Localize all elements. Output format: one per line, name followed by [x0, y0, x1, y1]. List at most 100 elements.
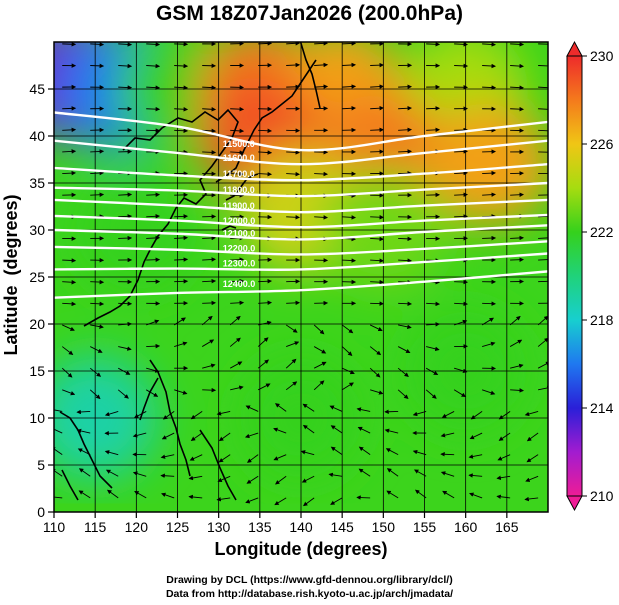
wind-arrow	[76, 428, 91, 434]
wind-arrow	[230, 278, 245, 284]
wind-arrow	[398, 301, 413, 307]
wind-arrow	[202, 150, 217, 155]
colorbar-tick-label: 226	[590, 136, 614, 152]
wind-arrow	[118, 301, 133, 306]
y-tick-label: 10	[29, 410, 45, 426]
wind-arrow	[538, 63, 548, 69]
x-axis-label: Longitude (degrees)	[214, 539, 387, 559]
wind-arrow	[188, 494, 203, 500]
wind-arrow	[370, 236, 385, 242]
wind-arrow	[385, 448, 399, 456]
wind-arrow	[286, 215, 301, 220]
wind-arrow	[303, 497, 315, 507]
x-tick-label: 155	[413, 519, 437, 535]
wind-arrow	[118, 214, 133, 219]
wind-arrow	[342, 62, 357, 68]
x-tick-label: 145	[330, 519, 354, 535]
wind-arrow	[384, 428, 399, 434]
wind-arrow	[496, 475, 511, 481]
wind-arrow	[90, 324, 104, 329]
wind-arrow	[330, 425, 343, 434]
wind-arrow	[146, 85, 161, 90]
wind-streamlines	[54, 42, 548, 507]
chart-title: GSM 18Z07Jan2026 (200.0hPa)	[155, 2, 463, 25]
y-tick-label: 40	[29, 128, 45, 144]
y-tick-label: 25	[29, 269, 45, 285]
wind-arrow	[397, 346, 411, 353]
wind-arrow	[62, 258, 77, 263]
wind-arrow	[258, 278, 273, 284]
wind-arrow	[397, 389, 409, 400]
wind-arrow	[90, 170, 105, 176]
y-tick-label: 30	[29, 222, 45, 238]
wind-arrow	[440, 471, 455, 477]
wind-arrow	[146, 192, 161, 197]
wind-arrow	[246, 475, 259, 484]
wind-arrow	[314, 42, 329, 46]
wind-arrow	[216, 497, 231, 502]
wind-arrow	[258, 42, 273, 46]
wind-arrow	[286, 42, 301, 46]
wind-arrow	[160, 454, 175, 459]
wind-arrow	[132, 471, 147, 477]
wind-arrow	[62, 301, 77, 307]
wind-arrow	[245, 405, 259, 412]
wind-arrow	[314, 62, 329, 68]
contour-label: 11500.0	[223, 139, 255, 149]
wind-arrow	[90, 279, 105, 285]
wind-arrow	[301, 475, 315, 483]
wind-arrow	[54, 446, 63, 456]
wind-arrow	[370, 62, 385, 68]
wind-arrow	[90, 63, 105, 69]
wind-arrow	[314, 215, 329, 220]
wind-arrow	[132, 432, 147, 438]
contour-line-3	[54, 181, 548, 198]
wind-arrow	[54, 468, 63, 477]
wind-arrow	[161, 492, 175, 499]
wind-arrow	[202, 107, 217, 112]
wind-arrow	[188, 475, 203, 481]
wind-arrow	[245, 497, 259, 504]
wind-arrow	[258, 300, 273, 306]
wind-arrow	[146, 42, 161, 47]
wind-arrow	[174, 214, 189, 219]
x-tick-label: 135	[248, 519, 272, 535]
y-tick-label: 0	[37, 504, 45, 520]
wind-arrow	[61, 367, 73, 378]
x-tick-label: 130	[207, 519, 231, 535]
wind-arrow	[118, 192, 133, 197]
wind-arrow	[216, 410, 231, 416]
contour-line-2	[54, 163, 548, 182]
wind-arrow	[146, 214, 161, 219]
wind-arrow	[230, 300, 245, 306]
wind-arrow	[174, 235, 189, 241]
wind-arrow	[302, 424, 315, 434]
wind-arrow	[62, 170, 77, 176]
wind-arrow	[161, 432, 175, 440]
wind-arrow	[302, 403, 315, 412]
wind-arrow	[286, 150, 301, 155]
wind-arrow	[426, 346, 440, 352]
x-tick-label: 140	[289, 519, 313, 535]
wind-arrow	[524, 496, 539, 502]
wind-arrow	[286, 62, 301, 68]
wind-arrow	[425, 389, 437, 399]
contour-line-1	[54, 139, 548, 166]
wind-arrow	[202, 128, 217, 134]
contour-line-7	[54, 240, 548, 256]
wind-arrow	[61, 346, 74, 356]
wind-arrow	[370, 214, 385, 220]
wind-arrow	[538, 214, 548, 219]
wind-arrow	[258, 320, 272, 326]
wind-arrow	[524, 410, 539, 417]
credit-drawing: Drawing by DCL (https://www.gfd-dennou.o…	[166, 574, 453, 586]
wind-arrow	[370, 127, 385, 133]
wind-arrow	[146, 343, 161, 349]
x-tick-label: 165	[495, 519, 519, 535]
wind-arrow	[76, 409, 91, 415]
wind-arrow	[230, 257, 245, 262]
wind-arrow	[510, 106, 525, 112]
wind-arrow	[300, 450, 315, 456]
wind-arrow	[538, 257, 548, 262]
wind-arrow	[285, 358, 297, 369]
